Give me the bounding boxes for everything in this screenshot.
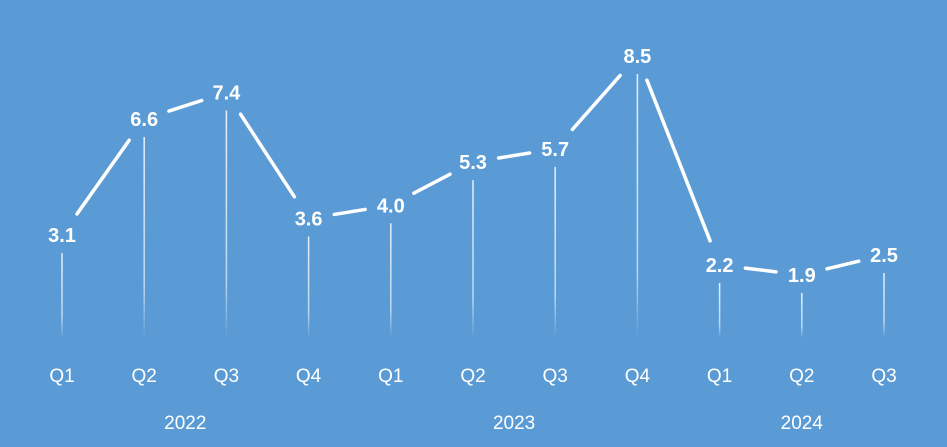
series-segment [570, 73, 622, 132]
x-axis-tick-labels: Q1 Q2 Q3 Q4 Q1 Q2 Q3 Q4 Q1 Q2 Q3 [49, 366, 896, 387]
data-label: 2.2 [706, 255, 734, 277]
x-tick-label: Q1 [378, 366, 403, 387]
series-segment [167, 98, 204, 113]
data-labels: 3.1 6.6 7.4 3.6 4.0 5.3 5.7 8.5 2.2 1.9 2.5 [48, 46, 898, 287]
data-label: 5.7 [541, 139, 569, 161]
drop-line [143, 137, 145, 338]
drop-line [472, 180, 474, 338]
data-label: 2.5 [870, 245, 898, 267]
drop-line [801, 292, 803, 338]
x-tick-label: Q4 [296, 366, 322, 387]
series-segment [238, 112, 297, 199]
x-tick-label: Q4 [625, 366, 651, 387]
x-tick-label: Q2 [132, 366, 157, 387]
drop-line [61, 253, 63, 338]
x-group-label: 2022 [164, 413, 206, 434]
series-segment [743, 266, 778, 274]
x-tick-label: Q2 [789, 366, 814, 387]
drop-line [307, 236, 310, 338]
data-label: 5.3 [459, 152, 487, 174]
drop-lines [61, 74, 885, 339]
drop-line [636, 74, 639, 338]
drop-line [225, 110, 228, 339]
x-tick-label: Q3 [543, 366, 568, 387]
drop-line [554, 166, 556, 338]
data-label: 7.4 [212, 82, 241, 104]
x-tick-label: Q3 [871, 366, 896, 387]
x-group-label: 2023 [493, 413, 535, 434]
series-segment [496, 151, 532, 160]
x-tick-label: Q2 [460, 366, 485, 387]
data-label: 4.0 [377, 195, 405, 217]
drop-line [390, 223, 392, 338]
drop-line [883, 273, 885, 338]
series-segment [332, 207, 367, 217]
series-segment [825, 259, 861, 271]
data-label: 6.6 [130, 109, 158, 131]
data-label: 8.5 [623, 46, 651, 68]
data-label: 3.1 [48, 225, 76, 247]
series-segment [645, 78, 712, 243]
series-segment [412, 172, 452, 195]
series-segment [75, 138, 131, 216]
x-group-label: 2024 [781, 413, 824, 434]
drop-line [718, 283, 721, 338]
x-axis-group-labels: 2022 2023 2024 [164, 413, 823, 434]
data-label: 3.6 [295, 209, 323, 231]
x-tick-label: Q1 [49, 366, 74, 387]
data-label: 1.9 [788, 265, 816, 287]
x-tick-label: Q3 [214, 366, 239, 387]
series [75, 73, 861, 274]
x-tick-label: Q1 [707, 366, 732, 387]
